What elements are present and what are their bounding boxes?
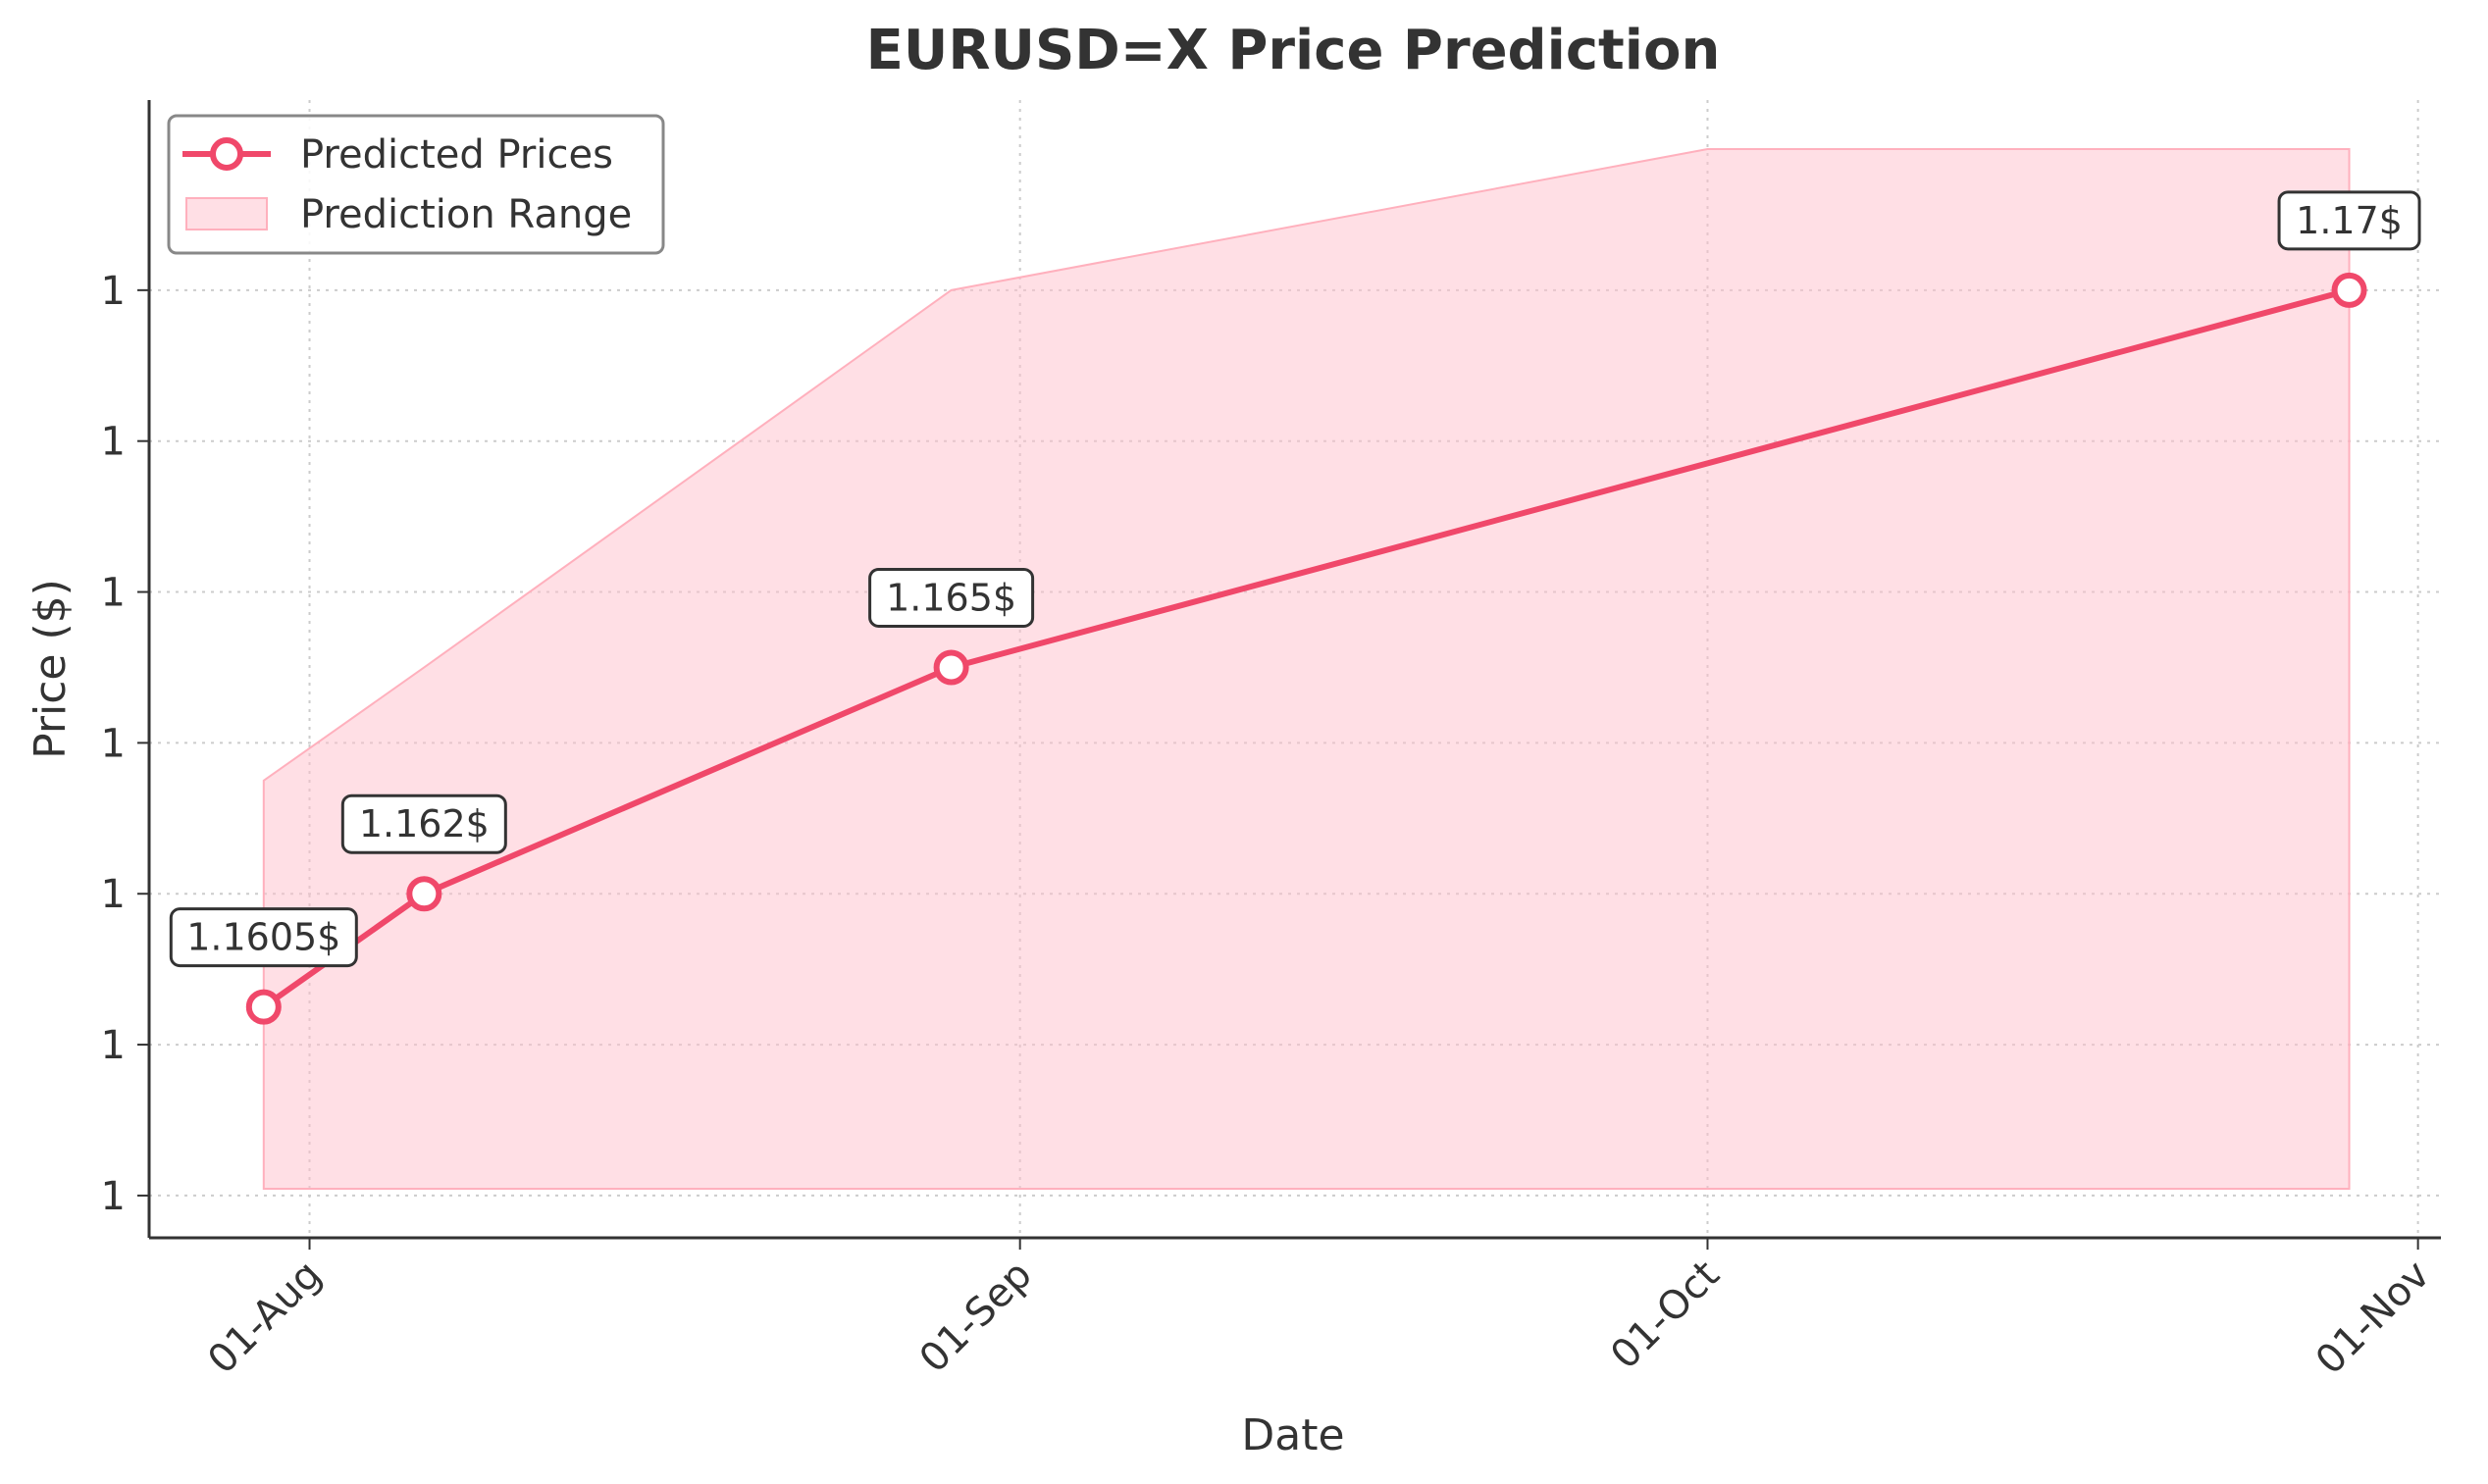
data-label: 1.162$ [359,802,490,845]
data-label-box [2277,190,2421,251]
prediction-range-band-layer [262,148,2351,1190]
data-label: 1.1605$ [186,916,340,959]
y-tick-label: 1 [101,721,126,766]
data-label-box [868,567,1035,628]
predicted-price-point [406,876,442,912]
predicted-price-point [933,649,969,686]
predicted-price-point [245,989,282,1025]
data-labels: 1.1605$ 1.162$ 1.165$ 1.17$ [169,190,2421,968]
x-tick-label: 01-Nov [2307,1253,2439,1384]
y-tick-label: 1 [101,571,126,616]
y-tick-label: 1 [101,269,126,314]
y-tick-label: 1 [101,1174,126,1219]
predicted-price-point [2331,272,2367,308]
y-axis-label: Price ($) [26,579,76,759]
legend-marker-swatch [210,137,243,171]
x-tick-label: 01-Oct [1602,1253,1728,1378]
chart-title: EURUSD=X Price Prediction [866,19,1721,82]
x-axis-label: Date [1241,1410,1344,1460]
prediction-range-band [262,148,2351,1190]
data-label-box [340,793,507,854]
y-tick-label: 1 [101,872,126,917]
legend-frame [167,114,665,255]
y-tick-label: 1 [101,1023,126,1068]
x-tick-label: 01-Aug [199,1253,330,1383]
legend-range-swatch [185,197,268,230]
legend-label-predicted-prices: Predicted Prices [300,132,613,178]
data-label: 1.165$ [886,576,1016,619]
x-tick-label: 01-Sep [911,1253,1041,1382]
legend-label-prediction-range: Prediction Range [300,192,632,237]
data-label-box [169,907,358,968]
data-label: 1.17$ [2296,199,2403,242]
y-tick-label: 1 [101,420,126,465]
legend: Predicted Prices Prediction Range [167,114,665,255]
